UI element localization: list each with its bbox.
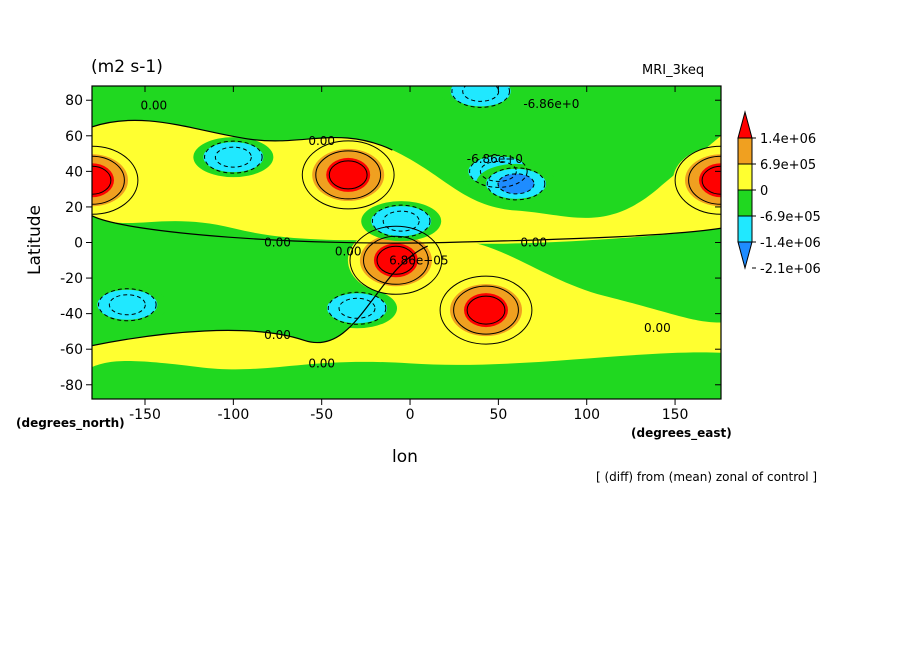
y-tick-label: -20: [60, 271, 83, 287]
region-negative-mid: [203, 142, 264, 173]
region-positive-core: [92, 163, 114, 198]
contour-line-dashed: [382, 210, 420, 232]
contour-line: [92, 155, 125, 205]
colorbar-label: 0: [760, 184, 768, 199]
x-tick-label: -100: [217, 407, 249, 423]
zero-contour: [92, 215, 721, 244]
contour-labels-layer: 0.00 0.00 0.00 0.00 0.00 0.00 0.00 0.00 -6.86e+0…: [140, 97, 670, 371]
contour-line-dashed: [451, 86, 510, 108]
contour-value-label: 0.00: [644, 321, 671, 335]
contour-value-label: 0.00: [308, 134, 335, 148]
contour-line-dashed: [108, 294, 146, 316]
contour-line-dashed: [479, 160, 517, 182]
y-units-label: (degrees_north): [16, 416, 125, 430]
y-tick-label: -40: [60, 307, 83, 323]
region-negative-mid: [97, 289, 158, 320]
contour-line: [301, 140, 395, 210]
contour-line: [376, 245, 416, 275]
contour-value-label: 0.00: [140, 99, 167, 113]
y-tick-label: -60: [60, 342, 83, 358]
colorbar-segment: [737, 215, 753, 243]
contour-line-dashed: [497, 173, 535, 195]
zero-contour: [92, 119, 393, 151]
contour-value-label: -6.86e+0: [523, 97, 579, 111]
x-tick-label: 100: [573, 407, 600, 423]
region-negative-mid: [450, 86, 511, 107]
contour-line: [92, 165, 112, 195]
x-axis-ticks: -150 -100 -50 0 50 100 150: [129, 86, 688, 423]
contour-value-label: 0.00: [520, 236, 547, 250]
y-axis-ticks: 80 60 40 20 0 -20 -40 -60 -80: [60, 93, 721, 394]
y-tick-label: 20: [65, 200, 83, 216]
zero-contour: [92, 245, 428, 347]
y-tick-label: -80: [60, 378, 83, 394]
x-axis-label: lon: [392, 447, 418, 467]
region-negative-mid: [371, 206, 432, 237]
x-tick-label: -50: [310, 407, 333, 423]
region-positive-core: [326, 157, 371, 192]
x-tick-label: -150: [129, 407, 161, 423]
colorbar-label: -6.9e+05: [760, 210, 821, 225]
contour-value-label: -6.86e+0: [467, 152, 523, 166]
contour-line-dashed: [327, 291, 387, 325]
colorbar-label: -2.1e+06: [760, 262, 821, 277]
region-positive-core: [464, 293, 509, 328]
colorbar-bottom-arrow: [737, 241, 753, 270]
contour-line: [453, 285, 519, 335]
contour-line-dashed: [469, 154, 528, 188]
contours-layer: [92, 86, 721, 347]
contour-line: [349, 225, 443, 295]
colorbar-segment: [737, 189, 753, 217]
y-tick-label: 80: [65, 93, 83, 109]
colorbar-label: -1.4e+06: [760, 236, 821, 251]
contour-line: [362, 235, 429, 285]
y-tick-label: 40: [65, 164, 83, 180]
plot-area: [92, 86, 721, 399]
contour-line: [439, 275, 533, 345]
contour-line: [328, 160, 368, 190]
x-units-label: (degrees_east): [631, 426, 732, 440]
model-label: MRI_3keq: [642, 63, 705, 78]
colorbar: 1.4e+06 6.9e+05 0 -6.9e+05 -1.4e+06 -2.1e+06: [737, 110, 821, 277]
y-tick-label: 60: [65, 129, 83, 145]
x-tick-label: 50: [489, 407, 507, 423]
contour-line-dashed: [371, 204, 431, 238]
colorbar-top-arrow: [737, 110, 753, 139]
colorbar-segment: [737, 137, 753, 165]
y-tick-label: 0: [74, 236, 83, 252]
region-positive-core: [373, 243, 418, 278]
contour-value-label: 6.86e+05: [389, 253, 448, 267]
chart-title: (m2 s-1): [91, 57, 163, 77]
contour-line: [315, 150, 382, 200]
colorbar-label: 1.4e+06: [760, 132, 816, 147]
region-band-south: [92, 240, 721, 370]
contour-line-dashed: [98, 288, 157, 322]
footer-note: [ (diff) from (mean) zonal of control ]: [596, 470, 818, 484]
contour-line: [92, 145, 139, 215]
colorbar-segment: [737, 163, 753, 191]
contour-line-dashed: [204, 140, 263, 174]
x-tick-label: 150: [662, 407, 689, 423]
contour-line-dashed: [486, 167, 546, 201]
contour-value-label: 0.00: [335, 244, 362, 258]
contour-line-dashed: [214, 146, 252, 168]
contour-line: [466, 295, 506, 325]
regions-layer: [92, 86, 721, 370]
contour-value-label: 0.00: [264, 328, 291, 342]
x-tick-label: 0: [406, 407, 415, 423]
contour-value-label: 0.00: [264, 236, 291, 250]
colorbar-label: 6.9e+05: [760, 158, 816, 173]
contour-value-label: 0.00: [308, 356, 335, 370]
